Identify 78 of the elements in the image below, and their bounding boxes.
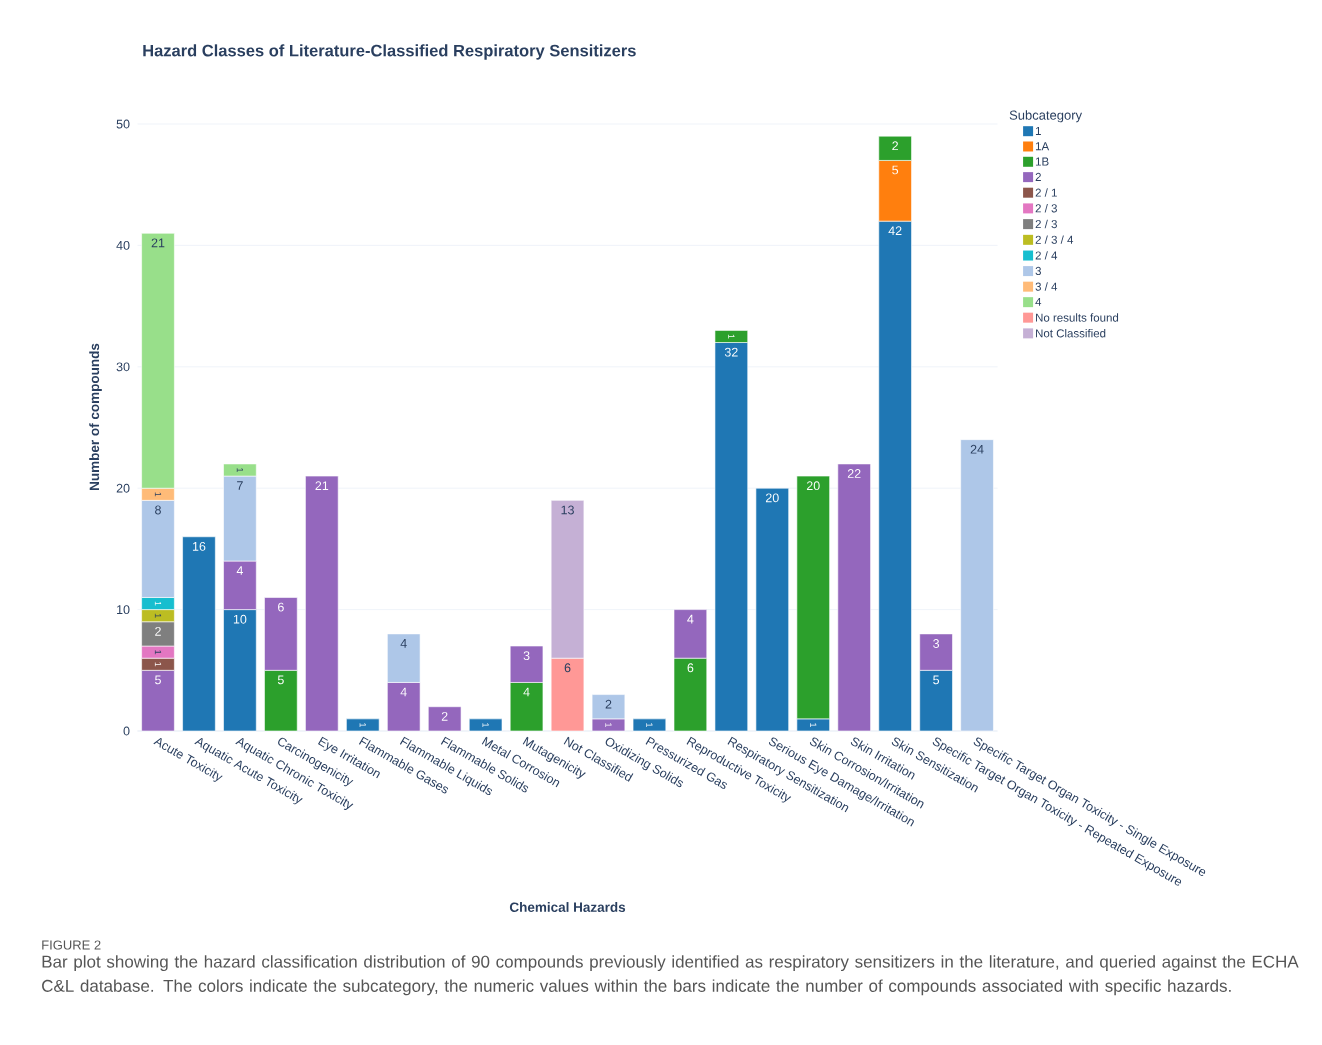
legend-label: 2 / 1 — [1035, 188, 1057, 197]
legend-label: No results found — [1036, 313, 1119, 322]
data-label: 32 — [724, 347, 738, 357]
data-label: 20 — [765, 493, 779, 503]
data-label: 1 — [154, 650, 162, 655]
data-label: 22 — [847, 469, 861, 478]
data-label: 1 — [154, 601, 162, 606]
text: Bar plot showing the hazard classification distribution of 90 compounds previously identified as respiratory sensitizers in the literature, and queried against the ECHA C&L database. The colors indicate the subcategory, the numeric values within the bars indicate the number of compounds associated with specific hazards. — [42, 955, 1299, 996]
data-label: 3 — [933, 639, 940, 648]
legend-label: 2 / 4 — [1035, 251, 1058, 260]
data-label: 5 — [892, 165, 899, 175]
data-label: 1 — [605, 723, 612, 727]
data-label: 4 — [400, 687, 407, 697]
y-axis-title: Number of compounds — [89, 343, 102, 490]
bar — [427, 706, 462, 732]
data-label: 4 — [400, 639, 407, 648]
data-label: 8 — [155, 505, 161, 515]
bar — [755, 487, 789, 732]
data-label: 4 — [687, 614, 694, 624]
legend-label: 3 / 4 — [1035, 282, 1058, 291]
data-label: 4 — [236, 566, 244, 575]
data-label: 4 — [523, 687, 530, 697]
data-label: 21 — [151, 238, 165, 248]
data-label: 20 — [806, 481, 820, 491]
bar — [837, 463, 871, 732]
data-label: 2 — [605, 699, 612, 709]
legend-label: Not Classified — [1036, 328, 1106, 338]
caption: FIGURE 2 — [42, 940, 101, 950]
legend-label: 1 — [1035, 127, 1041, 135]
legend-label: 2 / 3 / 4 — [1035, 235, 1074, 244]
legend-label: 4 — [1035, 297, 1042, 306]
data-label: 6 — [687, 663, 694, 673]
data-label: 42 — [888, 226, 902, 236]
data-label: 1 — [154, 613, 162, 618]
data-label: 10 — [233, 614, 247, 624]
data-label: 16 — [192, 541, 206, 551]
legend-label: 1B — [1035, 157, 1049, 166]
legend-label: 2 — [1035, 172, 1041, 181]
data-label: 21 — [315, 481, 329, 490]
y-tick-label: 50 — [116, 119, 130, 129]
data-label: 6 — [564, 663, 571, 673]
data-label: 7 — [237, 481, 243, 490]
x-axis-title: Chemical Hazards — [509, 902, 626, 912]
bar — [960, 439, 994, 732]
data-label: 2 — [892, 141, 898, 151]
y-tick-label: 30 — [116, 362, 130, 372]
legend-label: 2 / 3 — [1035, 219, 1057, 229]
bar — [468, 718, 503, 732]
data-label: 1 — [728, 334, 735, 339]
data-label: 5 — [277, 675, 284, 685]
bar — [346, 718, 380, 732]
data-label: 13 — [561, 505, 574, 515]
chart-title: Hazard Classes of Literature-Classified Respiratory Sensitizers — [143, 44, 636, 60]
y-tick-label: 20 — [116, 483, 130, 493]
y-tick-label: 0 — [123, 726, 130, 736]
legend-label: 3 — [1035, 266, 1041, 275]
data-label: 5 — [933, 675, 940, 685]
data-label: 1 — [359, 723, 366, 727]
legend-title: Subcategory — [1009, 110, 1083, 123]
y-tick-label: 40 — [116, 240, 130, 250]
bar — [182, 536, 216, 732]
data-label: 1 — [646, 723, 653, 727]
data-label: 1 — [482, 723, 489, 727]
data-label: 2 — [155, 626, 161, 636]
y-tick-label: 10 — [117, 605, 130, 615]
data-label: 1 — [236, 468, 243, 473]
data-label: 1 — [154, 492, 162, 497]
data-label: 3 — [523, 651, 530, 661]
bar — [305, 475, 339, 732]
data-label: 6 — [278, 602, 284, 612]
data-label: 5 — [155, 675, 161, 685]
data-label: 2 — [441, 711, 448, 721]
bar — [632, 718, 667, 732]
legend-label: 2 / 3 — [1035, 203, 1057, 213]
data-label: 24 — [970, 444, 984, 454]
legend-label: 1A — [1035, 142, 1050, 151]
data-label: 1 — [154, 662, 162, 667]
data-label: 1 — [810, 723, 817, 727]
